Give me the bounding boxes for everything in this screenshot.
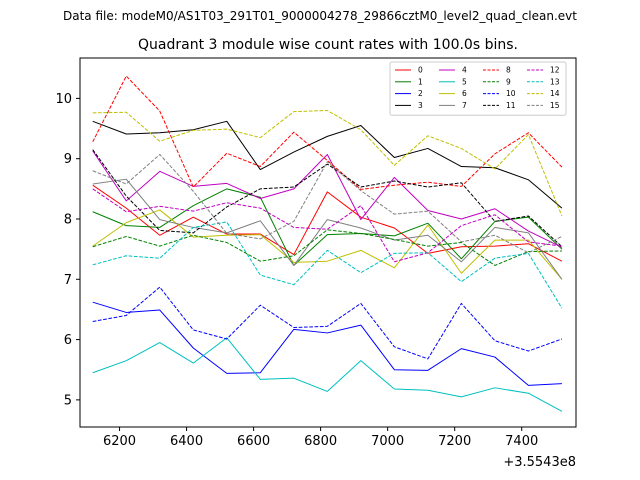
legend-label-14: 14 (550, 89, 560, 98)
series-line-2 (92, 301, 562, 386)
y-tick-label: 10 (55, 92, 72, 107)
x-tick-label: 7200 (438, 434, 471, 449)
series-line-8 (92, 75, 563, 190)
legend-label-10: 10 (506, 89, 516, 98)
legend-label-5: 5 (462, 77, 467, 86)
x-tick-label: 6600 (237, 434, 270, 449)
x-tick-label: 7000 (371, 434, 404, 449)
axes-frame (79, 57, 577, 428)
legend-label-4: 4 (462, 66, 467, 75)
y-tick-label: 7 (64, 273, 72, 288)
series-line-12 (92, 188, 562, 263)
series-line-5 (92, 337, 563, 412)
series-line-4 (92, 150, 563, 248)
legend-label-0: 0 (418, 66, 423, 75)
chart-title: Quadrant 3 module wise count rates with … (138, 37, 518, 53)
x-tick-label: 7400 (505, 434, 538, 449)
legend-label-9: 9 (506, 77, 511, 86)
series-line-0 (92, 184, 563, 262)
series-line-1 (92, 188, 563, 266)
legend-box (389, 61, 567, 116)
legend-label-8: 8 (506, 66, 511, 75)
legend-label-7: 7 (462, 101, 467, 110)
legend-label-2: 2 (418, 89, 423, 98)
figure-suptitle: Data file: modeM0/AS1T03_291T01_90000042… (63, 9, 577, 23)
plot-area (92, 75, 563, 412)
x-tick-label: 6800 (304, 434, 337, 449)
x-tick-label: 6400 (170, 434, 203, 449)
y-tick-label: 5 (64, 393, 72, 408)
series-line-15 (92, 153, 563, 254)
x-offset-label: +3.5543e8 (503, 455, 576, 470)
y-tick-label: 9 (64, 152, 72, 167)
x-axis: 6200 6400 6600 6800 7000 7200 7400 (103, 427, 538, 449)
legend-label-13: 13 (550, 77, 560, 86)
series-line-6 (92, 209, 563, 280)
legend-label-1: 1 (418, 77, 423, 86)
legend-label-15: 15 (550, 101, 560, 110)
legend-label-3: 3 (418, 101, 423, 110)
series-line-11 (92, 149, 563, 248)
legend-label-11: 11 (506, 101, 516, 110)
series-line-10 (92, 286, 563, 360)
y-tick-label: 6 (64, 333, 72, 348)
series-line-13 (92, 221, 563, 309)
legend-label-12: 12 (550, 66, 560, 75)
series-line-3 (92, 120, 563, 209)
series-line-14 (92, 109, 563, 217)
y-tick-label: 8 (64, 212, 72, 227)
series-line-7 (92, 178, 563, 280)
legend-label-6: 6 (462, 89, 467, 98)
x-tick-label: 6200 (103, 434, 136, 449)
series-line-9 (92, 229, 562, 266)
y-axis: 5 6 7 8 9 10 (55, 92, 80, 408)
